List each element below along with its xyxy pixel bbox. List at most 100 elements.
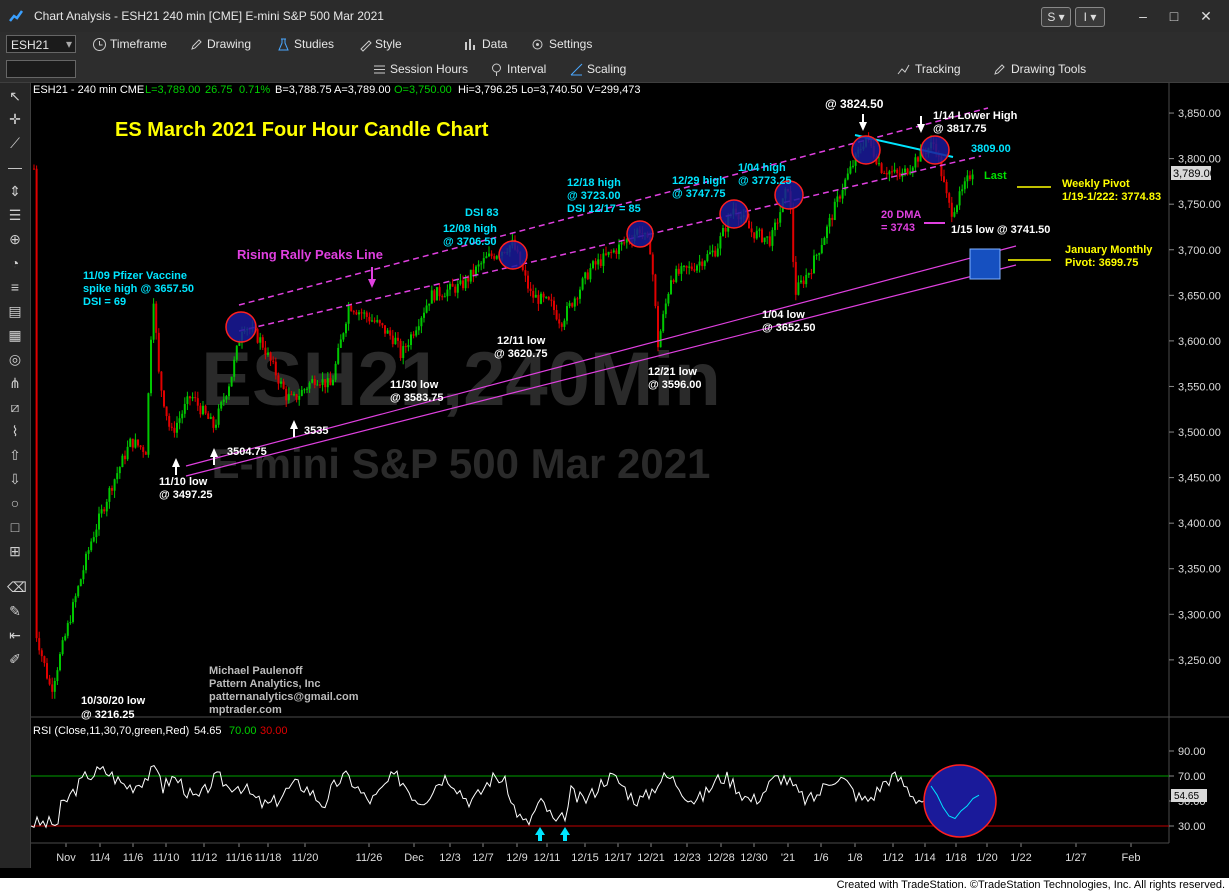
pivot-label: January Monthly xyxy=(1065,244,1153,256)
candle-body xyxy=(547,296,550,300)
symbol-dropdown-icon[interactable]: ▾ xyxy=(66,37,73,51)
maximize-button[interactable]: □ xyxy=(1169,8,1179,24)
zoom-icon[interactable]: ⊞ xyxy=(9,543,21,559)
candle-body xyxy=(423,312,425,318)
x-tick-label: Dec xyxy=(404,852,424,864)
candle-body xyxy=(893,169,896,172)
horizontal-line-icon[interactable]: ― xyxy=(8,159,22,175)
candle-body xyxy=(475,266,477,276)
candle-body xyxy=(758,229,761,231)
candle-body xyxy=(971,174,974,180)
candle-body xyxy=(654,274,657,307)
candle-body xyxy=(225,396,228,400)
candle-body xyxy=(386,330,389,334)
candle-body xyxy=(363,312,366,314)
candle-body xyxy=(488,253,490,257)
paint-icon[interactable]: ✐ xyxy=(9,651,21,667)
pointer-icon[interactable]: ↖ xyxy=(9,88,21,104)
arrow-icon[interactable]: ⇕ xyxy=(9,183,21,199)
candle-body xyxy=(521,264,524,271)
y-tick-label: 3,850.00 xyxy=(1178,108,1221,120)
quick-input[interactable] xyxy=(6,60,76,78)
rectangle-icon[interactable]: □ xyxy=(10,519,20,535)
candle-body xyxy=(196,398,199,406)
x-tick-label: 12/11 xyxy=(534,852,561,864)
symbol-input[interactable]: ESH21 xyxy=(6,35,76,53)
crosshair-icon[interactable]: ✛ xyxy=(9,111,21,127)
pivot-box xyxy=(969,248,1001,280)
candle-body xyxy=(144,451,147,455)
y-tick-label: 3,300.00 xyxy=(1178,609,1221,621)
candle-body xyxy=(623,242,626,244)
data-menu[interactable]: Data xyxy=(482,37,508,51)
footer: Created with TradeStation. ©TradeStation… xyxy=(0,878,1229,893)
style-menu[interactable]: Style xyxy=(375,37,402,51)
candle-body xyxy=(649,237,652,255)
settings-menu[interactable]: Settings xyxy=(549,37,593,51)
candle-body xyxy=(337,347,340,364)
y-tick-label: 3,800.00 xyxy=(1178,154,1221,166)
candle-body xyxy=(124,455,126,460)
interval-menu[interactable]: Interval xyxy=(507,62,547,76)
candle-body xyxy=(295,394,298,400)
pattern-icon[interactable]: ⌇ xyxy=(11,423,19,439)
eraser-icon[interactable]: ⌫ xyxy=(7,579,27,595)
minimize-button[interactable]: – xyxy=(1139,8,1147,24)
watermark-description: E-mini S&P 500 Mar 2021 xyxy=(212,440,711,487)
chart-area[interactable]: ESH21,240Min E-mini S&P 500 Mar 2021 ESH… xyxy=(30,83,1229,868)
candle-body xyxy=(316,384,319,386)
status-high: Hi=3,796.25 xyxy=(458,84,518,96)
candle-body xyxy=(215,424,217,428)
low-label: @ 3216.25 xyxy=(81,709,135,721)
candle-body xyxy=(672,280,675,282)
text-icon[interactable]: ▤ xyxy=(8,303,22,319)
scaling-menu[interactable]: Scaling xyxy=(587,62,627,76)
down-arrow-icon[interactable]: ⇩ xyxy=(9,471,21,487)
low-label: 11/10 low xyxy=(159,476,208,488)
timeframe-menu[interactable]: Timeframe xyxy=(110,37,167,51)
candle-body xyxy=(220,401,223,409)
flask-icon xyxy=(278,38,289,51)
up-arrow-icon[interactable]: ⇧ xyxy=(9,447,21,463)
candle-body xyxy=(293,394,295,396)
ellipse-icon[interactable]: ○ xyxy=(10,495,20,511)
candle-body xyxy=(560,323,563,327)
drawing-tools-menu[interactable]: Drawing Tools xyxy=(1011,62,1087,76)
s-button[interactable]: S ▾ xyxy=(1041,7,1071,27)
drawing-menu[interactable]: Drawing xyxy=(207,37,252,51)
candle-body xyxy=(599,259,602,266)
candle-body xyxy=(313,379,316,385)
support-line-upper xyxy=(185,245,1017,467)
session-hours-menu[interactable]: Session Hours xyxy=(390,62,469,76)
trendline-icon[interactable]: ⟋ xyxy=(10,135,20,151)
high-label: 1/04 high xyxy=(738,162,786,174)
candle-body xyxy=(199,405,202,415)
candle-body xyxy=(191,397,194,399)
i-button[interactable]: I ▾ xyxy=(1075,7,1105,27)
price-chart[interactable]: ESH21,240Min E-mini S&P 500 Mar 2021 ESH… xyxy=(30,83,1229,868)
close-button[interactable]: ✕ xyxy=(1200,8,1212,24)
collapse-icon[interactable]: ⇤ xyxy=(9,627,21,643)
candle-body xyxy=(875,156,878,165)
pitchfork-icon[interactable]: ⋔ xyxy=(9,375,21,391)
gann-icon[interactable]: ⊕ xyxy=(9,231,21,247)
ruler-icon[interactable]: ⧄ xyxy=(10,399,20,415)
rsi-line xyxy=(30,764,932,829)
down-arrow xyxy=(917,116,925,133)
pencil-tool-icon[interactable]: ✎ xyxy=(9,603,21,619)
candle-body xyxy=(724,227,727,232)
tracking-menu[interactable]: Tracking xyxy=(915,62,961,76)
target-icon[interactable]: ◎ xyxy=(8,351,22,367)
interval-icon xyxy=(492,63,501,76)
candle-body xyxy=(345,323,347,334)
rsi-circle xyxy=(923,764,997,838)
grid-icon[interactable]: ▦ xyxy=(8,327,22,343)
studies-menu[interactable]: Studies xyxy=(294,37,335,51)
candle-body xyxy=(958,191,961,206)
candle-body xyxy=(555,310,558,320)
fib-icon[interactable]: ☰ xyxy=(8,207,22,223)
drawing-tools-sidebar: ↖ ✛ ⟋ ― ⇕ ☰ ⊕ ◔ ≡ ▤ ▦ ◎ ⋔ ⧄ ⌇ ⇧ ⇩ ○ □ ⊞ … xyxy=(0,83,31,868)
candle-body xyxy=(181,413,184,419)
cycle-icon[interactable]: ◔ xyxy=(10,255,20,271)
channel-icon[interactable]: ≡ xyxy=(10,279,20,295)
